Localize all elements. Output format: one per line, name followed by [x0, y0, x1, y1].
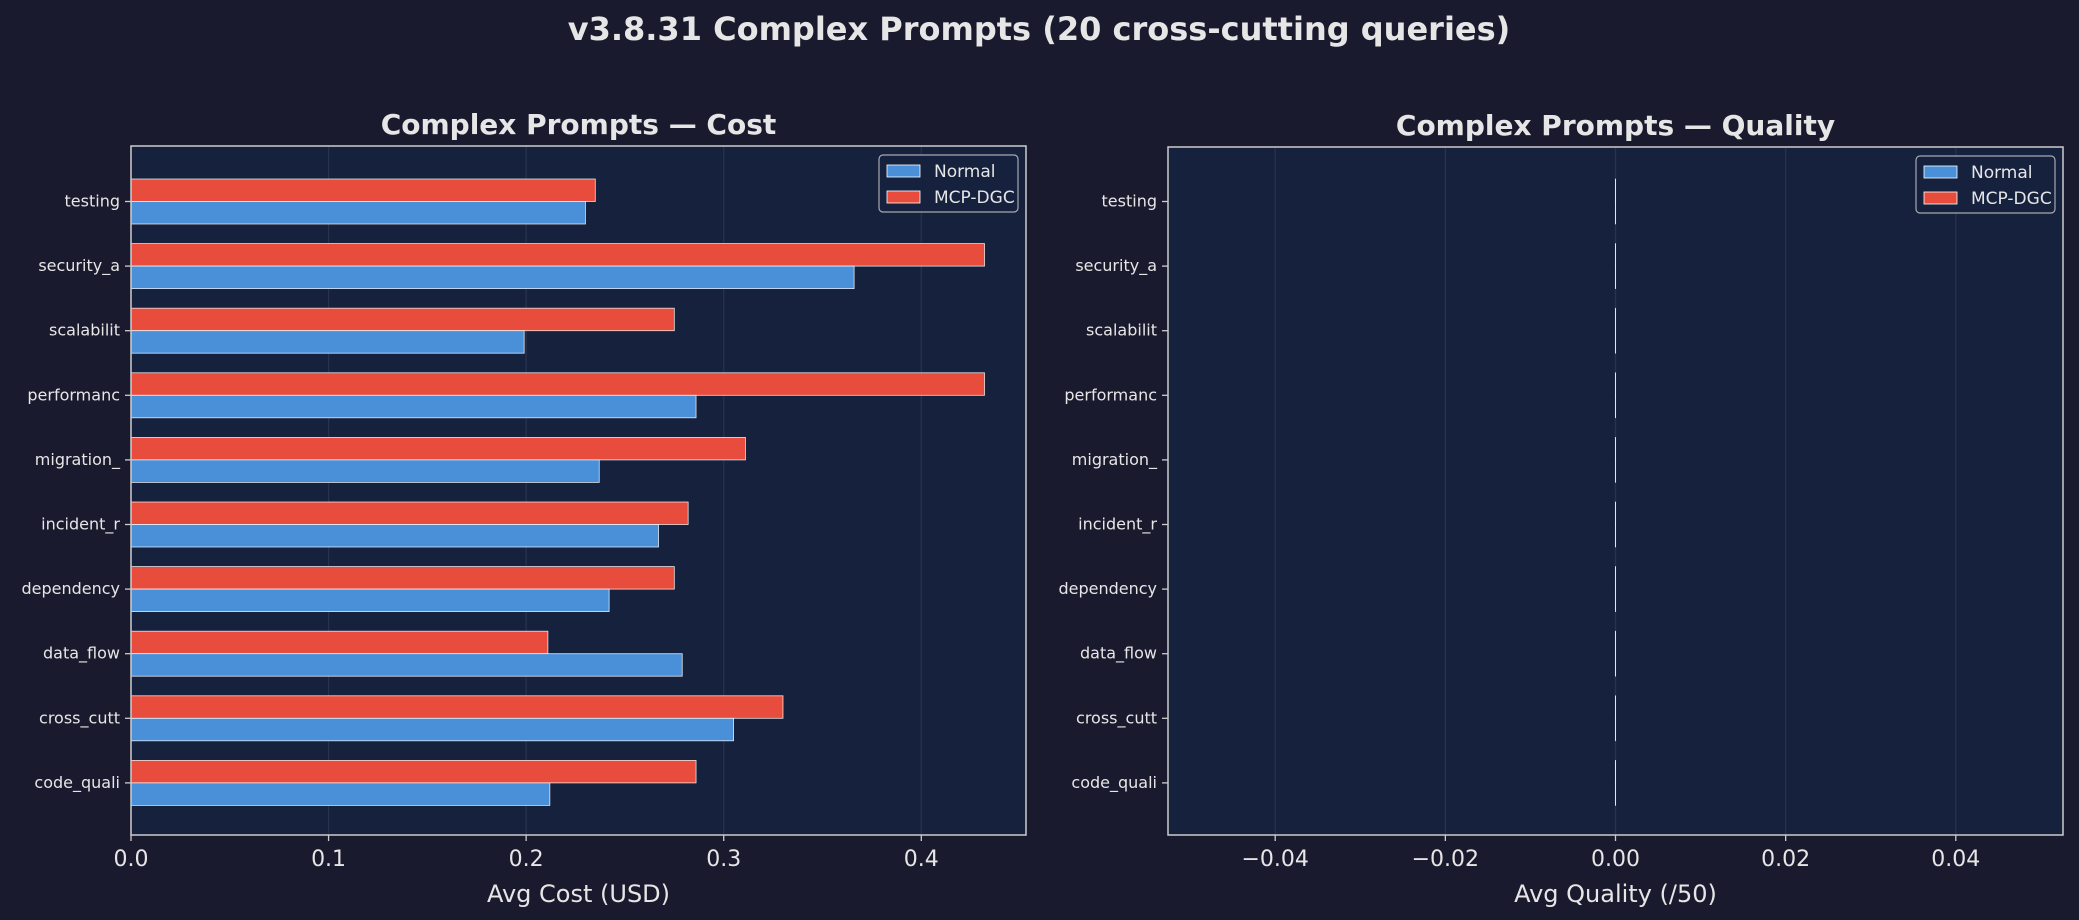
bar-normal-security-a	[130, 265, 855, 290]
x-tick-label: −0.02	[1412, 847, 1479, 872]
bar-mcp-dgc-migration-	[130, 436, 746, 461]
bar-normal-cross-cutt	[130, 717, 734, 742]
x-tick-label: 0.00	[1591, 847, 1640, 872]
bar-normal-dependency	[130, 588, 610, 612]
y-tick-label: testing	[65, 192, 120, 211]
y-tick-label: code_quali	[1071, 773, 1157, 793]
bar-normal-migration-	[130, 459, 600, 483]
bar-mcp-dgc-security-a	[130, 243, 985, 267]
y-tick-label: scalabilit	[1086, 321, 1157, 340]
legend-label-normal: Normal	[934, 162, 996, 182]
bar-normal-code-quali	[130, 782, 551, 806]
y-tick-label: data_flow	[43, 644, 120, 664]
chart-title: Complex Prompts — Quality	[1396, 109, 1835, 142]
quality-chart: −0.04 −0.02 0.00 0.02 0.04 testing security_as…	[1058, 109, 2064, 908]
y-tick-label: security_a	[38, 256, 120, 276]
x-axis-label: Avg Cost (USD)	[487, 880, 670, 908]
y-tick-label: dependency	[1058, 579, 1157, 598]
bar-mcp-dgc-incident-r	[130, 501, 689, 525]
legend: Normal MCP-DGC	[1915, 155, 2056, 214]
legend-swatch-mcp-dgc	[1923, 191, 1958, 205]
legend-swatch-normal	[1923, 165, 1958, 179]
bar-mcp-dgc-scalabilit	[130, 307, 675, 332]
legend-swatch-normal	[886, 164, 921, 178]
y-tick-label: incident_r	[41, 515, 120, 535]
y-tick-label: performanc	[27, 385, 120, 404]
bar-normal-testing	[130, 201, 586, 225]
x-tick-label: 0.0	[114, 847, 149, 872]
x-axis-label: Avg Quality (/50)	[1514, 880, 1717, 908]
legend-label-normal: Normal	[1971, 163, 2033, 183]
chart-title: Complex Prompts — Cost	[381, 108, 777, 141]
axes-frame	[1167, 146, 2064, 836]
y-tick-label: scalabilit	[49, 321, 120, 340]
y-tick-label: cross_cutt	[39, 708, 120, 728]
y-tick-label: migration_	[35, 450, 121, 470]
y-tick-label: testing	[1102, 192, 1157, 211]
y-tick-label: incident_r	[1078, 515, 1157, 535]
bar-mcp-dgc-code-quali	[130, 760, 697, 784]
legend: Normal MCP-DGC	[878, 154, 1019, 213]
y-tick-label: cross_cutt	[1076, 708, 1157, 728]
legend-swatch-mcp-dgc	[886, 190, 921, 204]
bar-normal-scalabilit	[130, 330, 525, 354]
cost-chart: 0.0 0.1 0.2 0.3 0.4 testing security_a scalabil…	[21, 108, 1027, 908]
y-tick-label: code_quali	[34, 773, 120, 793]
x-tick-label: 0.1	[311, 847, 346, 872]
bar-mcp-dgc-dependency	[130, 566, 675, 590]
x-tick-label: −0.04	[1241, 847, 1308, 872]
y-tick-label: dependency	[21, 579, 120, 598]
bar-mcp-dgc-performanc	[130, 372, 985, 396]
bar-mcp-dgc-data-flow	[130, 630, 549, 655]
x-tick-label: 0.4	[904, 847, 939, 872]
x-tick-label: 0.04	[1931, 847, 1980, 872]
x-tick-label: 0.3	[706, 847, 741, 872]
bar-mcp-dgc-cross-cutt	[130, 695, 784, 719]
legend-label-mcp-dgc: MCP-DGC	[1971, 189, 2052, 209]
y-tick-label: migration_	[1072, 450, 1158, 470]
legend-label-mcp-dgc: MCP-DGC	[934, 188, 1015, 208]
bar-mcp-dgc-testing	[130, 178, 596, 202]
x-tick-label: 0.02	[1761, 847, 1810, 872]
y-tick-label: performanc	[1064, 385, 1157, 404]
bar-normal-performanc	[130, 394, 697, 419]
y-tick-label: data_flow	[1080, 644, 1157, 664]
suptitle: v3.8.31 Complex Prompts (20 cross-cuttin…	[568, 10, 1511, 48]
x-tick-label: 0.2	[509, 847, 544, 872]
axes-frame	[130, 145, 1027, 836]
y-tick-label: security_a	[1075, 256, 1157, 276]
bar-normal-incident-r	[130, 524, 659, 548]
bar-normal-data-flow	[130, 653, 683, 677]
